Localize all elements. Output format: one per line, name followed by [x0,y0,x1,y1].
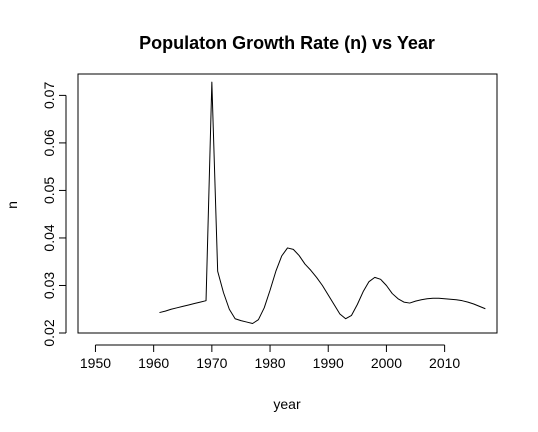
x-tick-label: 1950 [80,355,111,371]
x-tick-label: 2000 [371,355,402,371]
x-tick-label: 2010 [429,355,460,371]
x-axis: 1950 1960 1970 1980 1990 2000 2010 [80,344,460,371]
x-tick-label: 1980 [254,355,285,371]
y-tick-label: 0.06 [41,129,57,156]
series-line-0 [159,81,486,324]
y-tick-label: 0.03 [41,272,57,299]
y-axis: 0.02 0.03 0.04 0.05 0.06 0.07 [41,82,67,347]
y-tick-label: 0.04 [41,224,57,251]
plot-frame [77,73,498,334]
series-layer [159,81,486,324]
chart-title: Populaton Growth Rate (n) vs Year [139,33,435,53]
y-tick-label: 0.07 [41,82,57,109]
x-tick-label: 1990 [313,355,344,371]
y-tick-label: 0.02 [41,319,57,346]
x-tick-label: 1970 [196,355,227,371]
x-axis-label: year [273,396,301,412]
x-tick-label: 1960 [138,355,169,371]
y-tick-label: 0.05 [41,177,57,204]
y-axis-label: n [4,201,20,209]
